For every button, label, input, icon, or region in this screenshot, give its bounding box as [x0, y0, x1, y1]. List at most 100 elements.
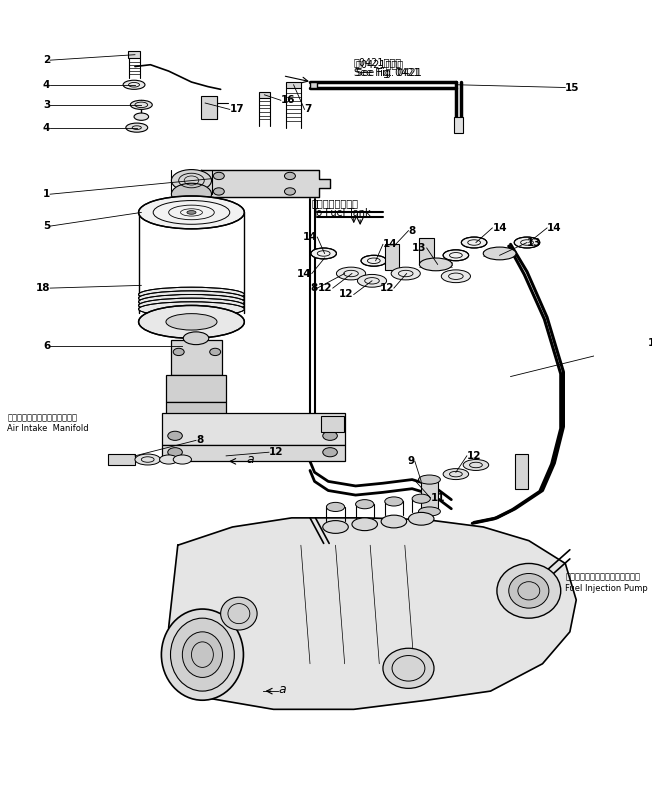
- Bar: [421, 480, 437, 512]
- Text: エアーインテークマニホールド: エアーインテークマニホールド: [7, 413, 78, 422]
- Text: 12: 12: [379, 283, 394, 293]
- Bar: [171, 340, 222, 374]
- Ellipse shape: [183, 332, 209, 345]
- Ellipse shape: [162, 609, 243, 700]
- Ellipse shape: [284, 188, 295, 195]
- Bar: [108, 454, 135, 465]
- Text: 11: 11: [430, 493, 445, 503]
- Text: a: a: [246, 453, 254, 466]
- Text: 14: 14: [547, 223, 561, 233]
- Text: 2: 2: [43, 55, 50, 65]
- Bar: [201, 96, 217, 119]
- Text: 5: 5: [43, 221, 50, 231]
- Bar: [166, 402, 226, 416]
- Ellipse shape: [408, 513, 434, 525]
- Ellipse shape: [311, 248, 336, 259]
- Ellipse shape: [213, 173, 224, 180]
- Ellipse shape: [412, 495, 430, 503]
- Ellipse shape: [213, 188, 224, 195]
- Text: 12: 12: [467, 451, 481, 461]
- Ellipse shape: [483, 247, 516, 260]
- Text: To Fuel Tank: To Fuel Tank: [312, 208, 370, 218]
- Text: 13: 13: [527, 238, 542, 247]
- Text: フェエルタンクへ: フェエルタンクへ: [312, 199, 359, 208]
- Text: Air Intake  Manifold: Air Intake Manifold: [7, 424, 89, 433]
- Bar: [310, 82, 318, 87]
- Ellipse shape: [173, 455, 192, 464]
- Ellipse shape: [160, 455, 178, 464]
- Text: 12: 12: [318, 283, 333, 293]
- Ellipse shape: [361, 255, 387, 266]
- Ellipse shape: [323, 447, 337, 457]
- Ellipse shape: [462, 237, 487, 248]
- Ellipse shape: [352, 518, 378, 531]
- Text: 第0421図参照: 第0421図参照: [354, 57, 402, 67]
- Ellipse shape: [139, 294, 244, 309]
- Text: 6: 6: [43, 341, 50, 352]
- Ellipse shape: [139, 287, 244, 301]
- Text: 12: 12: [339, 290, 354, 300]
- Text: 8: 8: [408, 225, 416, 236]
- Text: 8: 8: [196, 436, 203, 445]
- Ellipse shape: [139, 301, 244, 316]
- Ellipse shape: [123, 80, 145, 89]
- Text: 14: 14: [303, 232, 318, 242]
- Text: 14: 14: [492, 223, 507, 233]
- Ellipse shape: [383, 648, 434, 688]
- Ellipse shape: [126, 123, 148, 132]
- Text: 8: 8: [310, 283, 318, 293]
- Ellipse shape: [327, 502, 345, 512]
- Bar: [419, 238, 434, 264]
- Text: 4: 4: [43, 122, 50, 133]
- Ellipse shape: [419, 475, 440, 484]
- Bar: [515, 454, 528, 489]
- Text: 第0421図参照: 第0421図参照: [355, 59, 404, 69]
- Text: 13: 13: [412, 243, 426, 253]
- Text: 9: 9: [408, 456, 415, 466]
- Ellipse shape: [463, 459, 489, 470]
- Text: Fuel Injection Pump: Fuel Injection Pump: [565, 583, 648, 593]
- Ellipse shape: [168, 431, 183, 440]
- Text: 14: 14: [297, 268, 312, 279]
- Ellipse shape: [168, 447, 183, 457]
- Ellipse shape: [514, 237, 540, 248]
- Ellipse shape: [509, 574, 549, 608]
- Ellipse shape: [357, 275, 387, 287]
- Bar: [162, 445, 345, 462]
- Text: 18: 18: [36, 283, 50, 293]
- Text: 7: 7: [304, 104, 312, 115]
- Ellipse shape: [355, 499, 374, 509]
- Ellipse shape: [173, 349, 184, 356]
- Polygon shape: [201, 170, 330, 197]
- Ellipse shape: [171, 618, 234, 691]
- Ellipse shape: [135, 454, 160, 465]
- Text: 16: 16: [281, 95, 295, 105]
- Ellipse shape: [336, 267, 366, 280]
- Bar: [385, 244, 400, 270]
- Ellipse shape: [139, 290, 244, 305]
- Ellipse shape: [130, 100, 153, 109]
- Bar: [128, 51, 140, 58]
- Ellipse shape: [171, 170, 211, 192]
- Text: 15: 15: [565, 82, 580, 93]
- Text: 1: 1: [43, 189, 50, 199]
- Ellipse shape: [139, 298, 244, 312]
- Ellipse shape: [187, 210, 196, 214]
- Ellipse shape: [139, 305, 244, 338]
- Ellipse shape: [381, 515, 407, 528]
- Bar: [259, 92, 270, 97]
- Ellipse shape: [441, 270, 471, 283]
- Bar: [321, 416, 344, 433]
- Ellipse shape: [419, 507, 440, 516]
- Text: 10: 10: [647, 338, 652, 348]
- Polygon shape: [169, 518, 576, 710]
- Ellipse shape: [323, 431, 337, 440]
- Ellipse shape: [443, 469, 469, 480]
- Ellipse shape: [284, 173, 295, 180]
- Text: 12: 12: [269, 447, 284, 457]
- Text: 4: 4: [43, 80, 50, 89]
- Bar: [454, 117, 463, 133]
- Ellipse shape: [497, 564, 561, 618]
- Ellipse shape: [183, 632, 222, 677]
- Bar: [166, 374, 226, 402]
